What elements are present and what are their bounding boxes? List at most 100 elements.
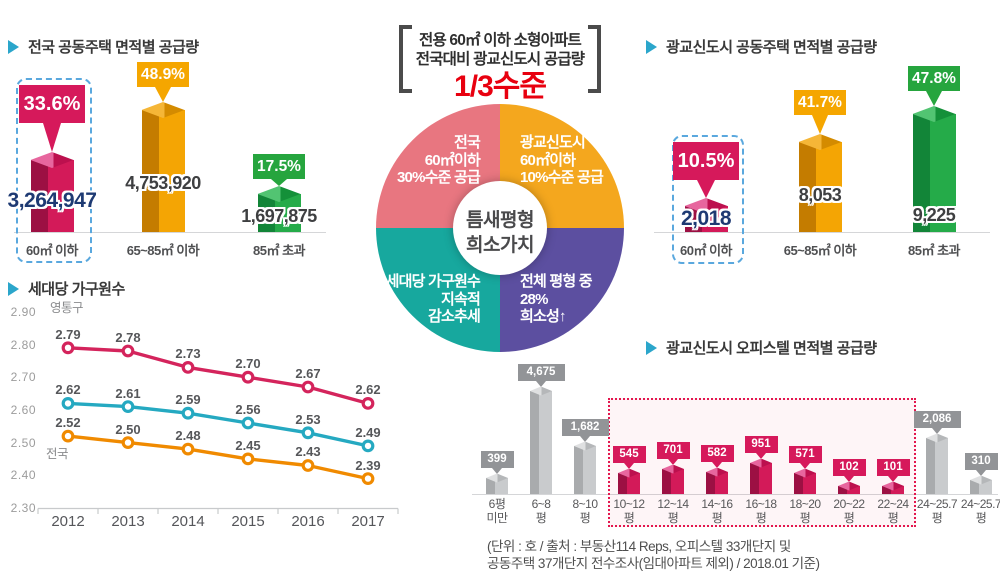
officetel-cat-line: 평 (535, 510, 547, 525)
national-chart-title-text: 전국 공동주택 면적별 공급량 (28, 39, 199, 56)
officetel-cat-line: 평 (755, 510, 767, 525)
gwanggyo-chart-title-text: 광교신도시 공동주택 면적별 공급량 (666, 39, 877, 56)
household-value-1-0: 2.62 (55, 382, 81, 397)
officetel-value-9-pointer (888, 476, 898, 482)
header-line2: 전국대비 광교신도시 공급량 (415, 51, 585, 68)
officetel-bar-4-side (662, 469, 684, 494)
national-cat-1: 65~85㎡ 이하 (126, 243, 200, 258)
header-highlight: 1/3수준 (454, 70, 547, 103)
national-value-2: 1,697,875 (241, 206, 317, 226)
national-pct-0-pointer (43, 123, 61, 152)
household-ytick-1: 2.80 (10, 338, 36, 352)
header-line1: 전용 60㎡ 이하 소형아파트 (418, 32, 582, 49)
officetel-cat-line: 10~12 (613, 497, 645, 511)
household-xtick-2: 2014 (171, 513, 205, 530)
donut-quadrant-line: 10%수준 공급 (520, 169, 604, 186)
source-line1: (단위 : 호 / 출처 : 부동산114 Reps, 오피스텔 33개단지 및 (487, 539, 791, 554)
officetel-bar-2-top (574, 441, 596, 451)
household-value-1-3: 2.56 (235, 402, 261, 417)
national-pct-2: 17.5% (253, 154, 305, 179)
gwanggyo-value-2: 9,225 (912, 205, 956, 225)
household-value-2-3: 2.45 (235, 438, 261, 453)
gwanggyo-bar-1-side (798, 142, 842, 232)
national-pct-0: 33.6% (19, 85, 85, 123)
officetel-cat-6: 16~18 평 (739, 497, 783, 525)
officetel-value-10: 2,086 (913, 411, 961, 428)
donut-quadrant-line: 60㎡이하 (424, 151, 481, 169)
officetel-cat-5: 14~16 평 (695, 497, 739, 525)
donut-center (453, 181, 547, 275)
series-label-jeonguk: 전국 (46, 447, 69, 461)
officetel-bar-3-top (618, 468, 640, 478)
officetel-bar-11-side (970, 480, 992, 494)
officetel-bar-3-side (618, 473, 640, 494)
officetel-bar-10-top (926, 433, 948, 443)
officetel-value-7: 571 (788, 446, 822, 463)
officetel-cat-4: 12~14 평 (651, 497, 695, 525)
officetel-cat-1: 6~8 평 (519, 497, 563, 525)
officetel-bar-6-side (750, 463, 772, 494)
household-chart-title: 세대당 가구원수 (8, 278, 125, 299)
household-xtick-1: 2013 (111, 513, 145, 530)
national-bar-0-top (30, 152, 74, 168)
officetel-bar-9-top (882, 481, 904, 491)
household-ytick-2: 2.70 (10, 370, 36, 384)
officetel-cat-line: 18~20 (789, 497, 821, 511)
donut-quadrant-line: 광교신도시 (520, 134, 586, 151)
gwanggyo-pct-0-pointer (697, 180, 715, 198)
officetel-value-0-pointer (492, 468, 502, 474)
donut-quadrant-line: 감소추세 (427, 308, 481, 325)
officetel-bar-6-top (750, 458, 772, 468)
household-xtick-3: 2015 (231, 513, 265, 530)
title-marker-icon (646, 39, 657, 54)
header-bracket-right (588, 25, 601, 93)
national-pct-1-pointer (155, 87, 171, 102)
household-value-0-4: 2.67 (295, 366, 321, 381)
title-marker-icon (646, 340, 657, 355)
officetel-bar-0-side (486, 478, 508, 494)
officetel-value-4-pointer (668, 459, 678, 465)
officetel-cat-line: 평 (799, 510, 811, 525)
officetel-bar-10-side (926, 438, 948, 494)
household-value-0-3: 2.70 (235, 356, 261, 371)
officetel-value-2-pointer (580, 436, 590, 442)
gwanggyo-cat-0: 60㎡ 이하 (680, 243, 733, 258)
officetel-bar-7-top (794, 468, 816, 478)
officetel-value-0: 399 (480, 451, 514, 468)
officetel-cat-line: 22~24 (877, 497, 909, 511)
gwanggyo-value-0: 2,018 (680, 207, 732, 230)
officetel-cat-line: 평 (975, 510, 987, 525)
household-value-2-5: 2.39 (355, 458, 381, 473)
donut-quadrant-line: 30%수준 공급 (397, 169, 481, 186)
donut-quadrant-text-teal: 세대당 가구원수 지속적 감소추세 (352, 273, 481, 326)
title-marker-icon (8, 39, 19, 54)
donut-quadrant-text-pink: 전국 60㎡이하 30%수준 공급 (360, 134, 481, 187)
donut-quadrant-line: 희소성↑ (520, 308, 567, 325)
officetel-bar-11-top (970, 475, 992, 485)
donut-quadrant-line: 지속적 (440, 290, 481, 308)
officetel-cat-10: 24~25.7 평 (915, 497, 959, 525)
household-xtick-0: 2012 (51, 513, 85, 530)
source-note: (단위 : 호 / 출처 : 부동산114 Reps, 오피스텔 33개단지 및… (487, 538, 937, 572)
officetel-cat-line: 6~8 (531, 497, 551, 511)
officetel-value-8-pointer (844, 476, 854, 482)
officetel-bar-4-top (662, 464, 684, 474)
officetel-value-3-pointer (624, 463, 634, 469)
gwanggyo-cat-2: 85㎡ 초과 (908, 243, 961, 258)
gwanggyo-bar-2-top (912, 106, 956, 122)
gwanggyo-cat-1: 65~85㎡ 이하 (783, 243, 857, 258)
donut-center-line2: 희소가치 (466, 235, 534, 256)
officetel-cat-line: 20~22 (833, 497, 865, 511)
national-bar-2-top (257, 186, 301, 202)
officetel-value-4: 701 (656, 442, 690, 459)
household-value-2-4: 2.43 (295, 444, 321, 459)
national-pct-1: 48.9% (137, 62, 189, 87)
officetel-bar-2-side (574, 446, 596, 494)
gwanggyo-pct-1: 41.7% (794, 90, 846, 115)
household-value-0-5: 2.62 (355, 382, 381, 397)
officetel-cat-line: 평 (623, 510, 635, 525)
officetel-cat-8: 20~22 평 (827, 497, 871, 525)
officetel-value-3: 545 (612, 446, 646, 463)
officetel-cat-0: 6평 미만 (475, 497, 519, 525)
